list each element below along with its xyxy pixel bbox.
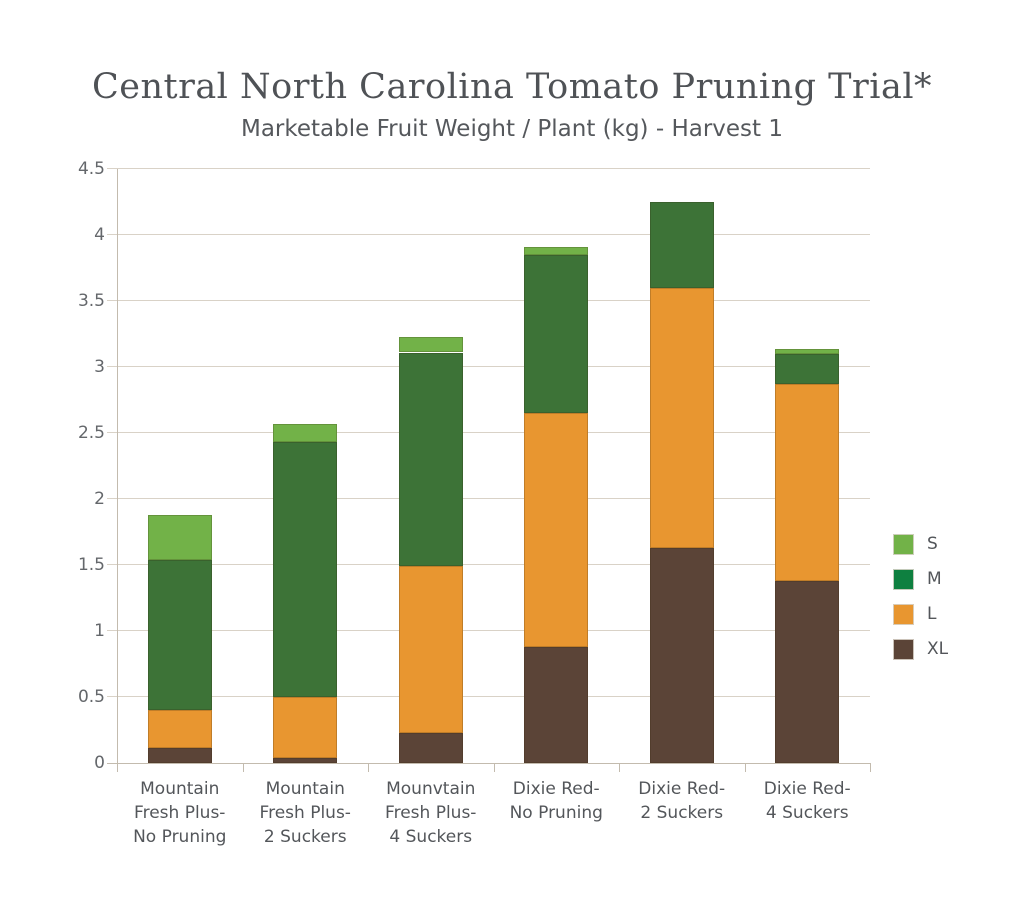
x-axis-tick: [745, 763, 746, 772]
bar-segment-L-6[interactable]: [775, 384, 840, 581]
bar-segment-S-4[interactable]: [524, 246, 589, 255]
y-axis-tick-label: 0: [94, 753, 105, 773]
bar-segment-XL-1[interactable]: [147, 748, 212, 763]
legend-label: S: [927, 534, 938, 554]
bar-segment-L-2[interactable]: [273, 697, 338, 758]
x-axis-category-label: Dixie Red- 4 Suckers: [763, 779, 851, 823]
legend-swatch-S: [893, 534, 914, 555]
legend-label: L: [927, 604, 937, 624]
gridline: [107, 564, 870, 565]
y-axis-tick-label: 0.5: [77, 687, 105, 707]
x-axis-category-label: Mountain Fresh Plus- No Pruning: [133, 779, 227, 847]
legend-label: M: [927, 569, 942, 589]
bar-segment-L-1[interactable]: [147, 710, 212, 749]
chart-title: Central North Carolina Tomato Pruning Tr…: [91, 67, 933, 107]
gridline: [107, 234, 870, 235]
legend-item-L[interactable]: L: [893, 604, 948, 625]
bar-segment-S-6[interactable]: [775, 348, 840, 354]
legend-swatch-M: [893, 569, 914, 590]
legend-swatch-L: [893, 604, 914, 625]
gridline: [107, 498, 870, 499]
y-axis-line: [117, 169, 118, 764]
chart-subtitle: Marketable Fruit Weight / Plant (kg) - H…: [240, 116, 784, 142]
bar-segment-S-2[interactable]: [273, 423, 338, 443]
bar-segment-XL-2[interactable]: [273, 757, 338, 763]
x-axis-category-label: Dixie Red- 2 Suckers: [638, 779, 726, 823]
bar-segment-M-4[interactable]: [524, 254, 589, 414]
bar-segment-S-1[interactable]: [147, 514, 212, 560]
x-axis-tick: [368, 763, 369, 772]
legend-item-XL[interactable]: XL: [893, 639, 948, 660]
bar-segment-M-6[interactable]: [775, 353, 840, 385]
x-axis-tick: [117, 763, 118, 772]
gridline: [107, 696, 870, 697]
bar-segment-M-1[interactable]: [147, 559, 212, 711]
y-axis-tick-label: 3.5: [77, 291, 105, 311]
gridline: [107, 168, 870, 169]
x-axis-tick: [870, 763, 871, 772]
y-axis-tick-label: 2: [94, 489, 105, 509]
gridline: [107, 432, 870, 433]
bar-segment-XL-3[interactable]: [398, 732, 463, 763]
x-axis-category-label: Dixie Red- No Pruning: [509, 779, 603, 823]
gridline: [107, 630, 870, 631]
legend-item-M[interactable]: M: [893, 569, 948, 590]
gridline: [107, 763, 870, 764]
legend-item-S[interactable]: S: [893, 534, 948, 555]
x-axis-category-label: Mounvtain Fresh Plus- 4 Suckers: [385, 779, 477, 847]
bar-segment-L-3[interactable]: [398, 566, 463, 733]
legend: S M L XL: [893, 534, 948, 674]
y-axis-tick-label: 2.5: [77, 423, 105, 443]
legend-swatch-XL: [893, 639, 914, 660]
y-axis-tick-label: 1.5: [77, 555, 105, 575]
bar-segment-M-5[interactable]: [649, 202, 714, 288]
y-axis-tick-label: 4.5: [77, 159, 105, 179]
bar-segment-M-3[interactable]: [398, 352, 463, 567]
bar-segment-S-3[interactable]: [398, 336, 463, 353]
x-axis-tick: [243, 763, 244, 772]
x-axis-tick: [494, 763, 495, 772]
y-axis-tick-label: 3: [94, 357, 105, 377]
legend-label: XL: [927, 639, 949, 659]
y-axis-tick-label: 1: [94, 621, 105, 641]
bar-segment-M-2[interactable]: [273, 442, 338, 697]
bar-segment-L-4[interactable]: [524, 413, 589, 647]
gridline: [107, 366, 870, 367]
bar-segment-L-5[interactable]: [649, 287, 714, 548]
bar-segment-XL-5[interactable]: [649, 547, 714, 763]
x-axis-category-label: Mountain Fresh Plus- 2 Suckers: [259, 779, 351, 847]
gridline: [107, 300, 870, 301]
x-axis-tick: [619, 763, 620, 772]
bar-segment-XL-6[interactable]: [775, 580, 840, 763]
bar-segment-XL-4[interactable]: [524, 646, 589, 763]
plot-area: 0 0.5 1 1.5 2 2.5 3 3.5 4 4.5 Mountain Fresh Plus-…: [78, 159, 871, 847]
y-axis-tick-label: 4: [94, 225, 105, 245]
